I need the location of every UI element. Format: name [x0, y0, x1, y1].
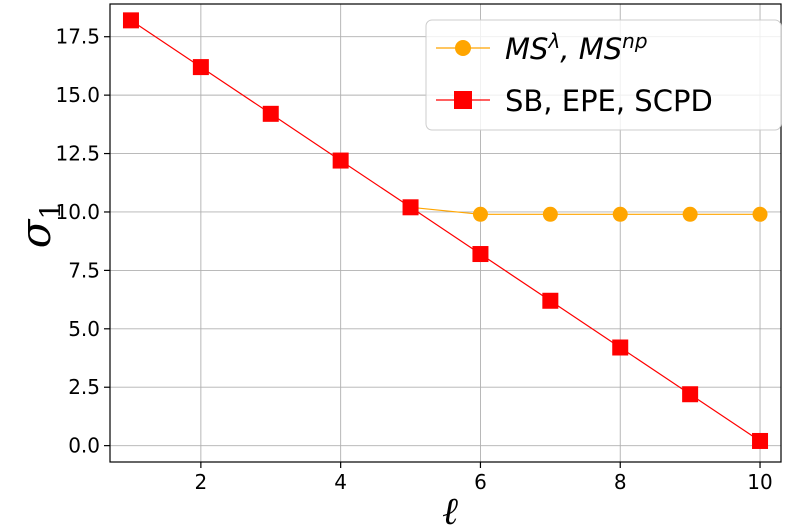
y-axis-label: σ1 [11, 202, 67, 249]
legend-box [425, 19, 782, 131]
data-point [122, 12, 139, 29]
data-point [542, 206, 558, 222]
legend-label: MSλ, MSnp [505, 29, 648, 66]
data-point [262, 105, 279, 122]
legend-label-superscript: λ [547, 29, 560, 53]
data-point [682, 206, 698, 222]
x-tick-label: 2 [194, 470, 207, 494]
legend-label-part: , MS [560, 32, 622, 66]
legend-item-1: SB, EPE, SCPD [436, 84, 713, 118]
data-point [192, 59, 209, 76]
plot-frame [109, 3, 782, 463]
legend-label-part: MS [505, 32, 548, 66]
y-tick-label: 12.5 [55, 142, 100, 166]
x-tick-label: 6 [474, 470, 487, 494]
data-point [682, 386, 699, 403]
data-point [332, 152, 349, 169]
data-point [472, 246, 489, 263]
data-point [752, 206, 768, 222]
x-axis-label: ℓ [442, 489, 458, 532]
y-tick-label: 17.5 [55, 25, 100, 49]
series-layer [122, 12, 769, 449]
x-tick-label: 4 [334, 470, 347, 494]
legend-label-superscript: np [622, 29, 647, 53]
x-tick-label: 10 [747, 470, 772, 494]
data-point [612, 206, 628, 222]
data-point [542, 292, 559, 309]
legend-marker [454, 91, 472, 109]
legend: MSλ, MSnp SB, EPE, SCPD [425, 19, 782, 131]
y-tick-label: 2.5 [68, 375, 100, 399]
series-line [410, 206, 760, 215]
legend-item-0: MSλ, MSnp [436, 29, 648, 66]
legend-marker [455, 40, 471, 56]
data-point [612, 339, 629, 356]
legend-label: SB, EPE, SCPD [505, 84, 713, 118]
series-0 [410, 206, 768, 222]
y-tick-label: 15.0 [55, 83, 100, 107]
data-point [402, 199, 419, 216]
x-tick-label: 8 [614, 470, 627, 494]
y-axis-label-text: σ1 [11, 202, 67, 249]
y-tick-label: 5.0 [68, 317, 100, 341]
y-tick-label: 7.5 [68, 258, 100, 282]
series-1 [122, 12, 769, 449]
ticks: 2 4 6 8 10 0.0 2.5 5.0 7.5 10.0 12.5 15.0 17.5 [55, 25, 772, 494]
y-axis-subscript: 1 [34, 202, 67, 220]
data-point [472, 206, 488, 222]
data-point [752, 432, 769, 449]
y-tick-label: 10.0 [55, 200, 100, 224]
y-tick-label: 0.0 [68, 434, 100, 458]
series-line [130, 19, 761, 442]
y-axis-symbol: σ [11, 218, 60, 248]
